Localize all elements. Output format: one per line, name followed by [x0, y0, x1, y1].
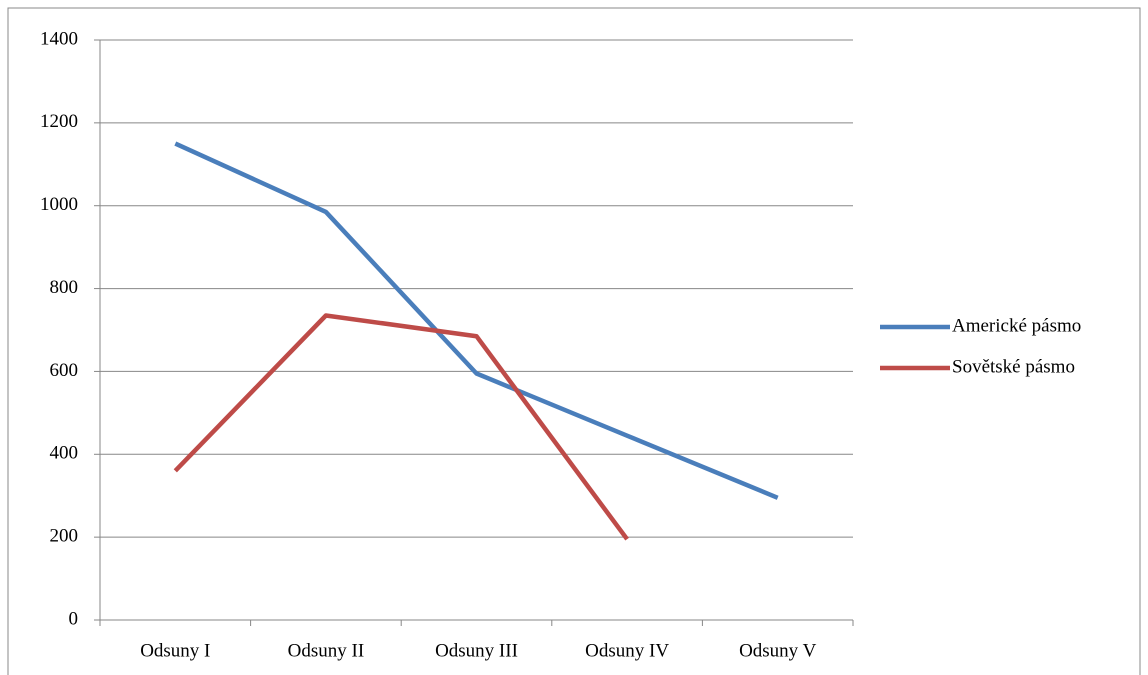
legend-label: Sovětské pásmo — [952, 356, 1075, 377]
x-tick-label: Odsuny II — [288, 640, 365, 661]
y-tick-label: 800 — [50, 277, 79, 298]
x-tick-label: Odsuny I — [140, 640, 210, 661]
y-tick-label: 400 — [50, 443, 79, 464]
y-tick-label: 1200 — [40, 111, 78, 132]
y-tick-label: 1400 — [40, 28, 78, 49]
x-tick-label: Odsuny V — [739, 640, 817, 661]
y-tick-label: 1000 — [40, 194, 78, 215]
legend-label: Americké pásmo — [952, 315, 1081, 336]
x-tick-label: Odsuny III — [435, 640, 518, 661]
y-tick-label: 600 — [50, 360, 79, 381]
y-tick-label: 0 — [69, 608, 79, 629]
y-tick-label: 200 — [50, 526, 79, 547]
chart-border — [7, 7, 1141, 675]
series-line — [173, 313, 629, 541]
series-line — [174, 141, 779, 500]
x-tick-label: Odsuny IV — [585, 640, 669, 661]
